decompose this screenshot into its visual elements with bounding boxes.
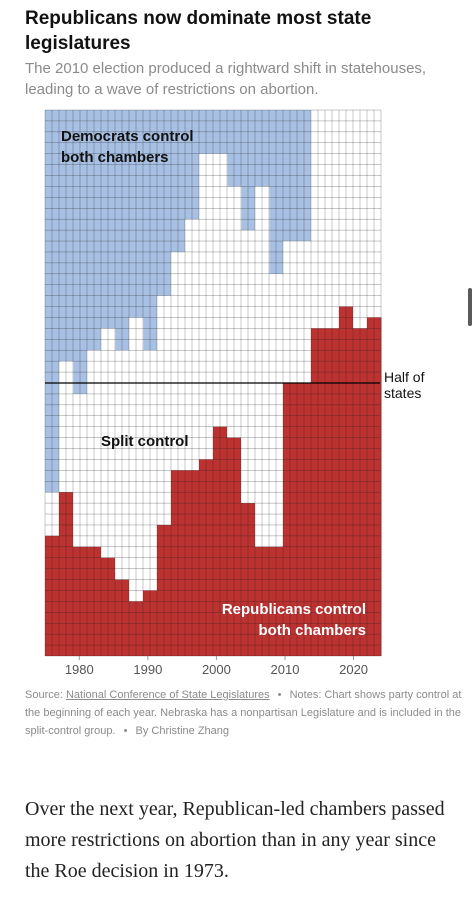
republican-bar — [171, 470, 186, 656]
x-tick-label: 2010 — [271, 662, 300, 677]
republican-bar — [213, 426, 228, 656]
source-link[interactable]: National Conference of State Legislature… — [65, 689, 270, 701]
split-bar — [101, 328, 116, 558]
split-bar — [241, 230, 256, 504]
source-note: Source: National Conference of State Leg… — [25, 686, 465, 740]
republican-bar — [283, 383, 298, 656]
x-tick-label: 2020 — [339, 662, 368, 677]
republican-bar — [59, 492, 74, 656]
split-bar — [283, 241, 298, 383]
half-of-states-label: Half of — [384, 369, 425, 385]
split-bar — [255, 186, 270, 547]
republican-bar — [297, 383, 312, 656]
republicans-label: both chambers — [258, 622, 366, 639]
half-of-states-label-2: states — [384, 385, 421, 401]
byline: By Christine Zhang — [135, 725, 230, 737]
scrollbar-thumb[interactable] — [468, 288, 472, 326]
republican-bar — [185, 470, 200, 656]
split-bar — [367, 100, 382, 318]
separator-dot: • — [277, 689, 282, 701]
x-tick-label: 1980 — [65, 662, 94, 677]
split-bar — [157, 295, 172, 525]
republicans-label: Republicans control — [222, 601, 366, 618]
article-paragraph: Over the next year, Republican-led chamb… — [25, 798, 445, 882]
republican-bar — [115, 579, 130, 656]
split-bar — [185, 219, 200, 471]
split-bar — [325, 100, 340, 329]
republican-bar — [101, 557, 116, 656]
republican-bar — [367, 317, 382, 656]
split-bar — [297, 241, 312, 383]
split-bar — [269, 273, 284, 547]
x-tick-label: 2000 — [202, 662, 231, 677]
democrats-label: both chambers — [61, 149, 169, 166]
chart-title: Republicans now dominate most state legi… — [25, 8, 372, 54]
source-label: Source: — [25, 689, 63, 701]
republican-bar — [45, 535, 60, 656]
chart-subtitle: The 2010 election produced a rightward s… — [25, 60, 427, 98]
split-bar — [339, 100, 354, 307]
split-bar — [213, 153, 228, 427]
separator-dot-2: • — [123, 725, 128, 737]
x-tick-label: 1990 — [133, 662, 162, 677]
republican-bar — [129, 601, 144, 656]
split-control-label: Split control — [101, 433, 189, 450]
notes-text: Notes: Chart shows party control at the … — [25, 689, 462, 737]
split-bar — [115, 350, 130, 580]
democrats-label: Democrats control — [61, 128, 194, 145]
split-bar — [227, 186, 242, 438]
